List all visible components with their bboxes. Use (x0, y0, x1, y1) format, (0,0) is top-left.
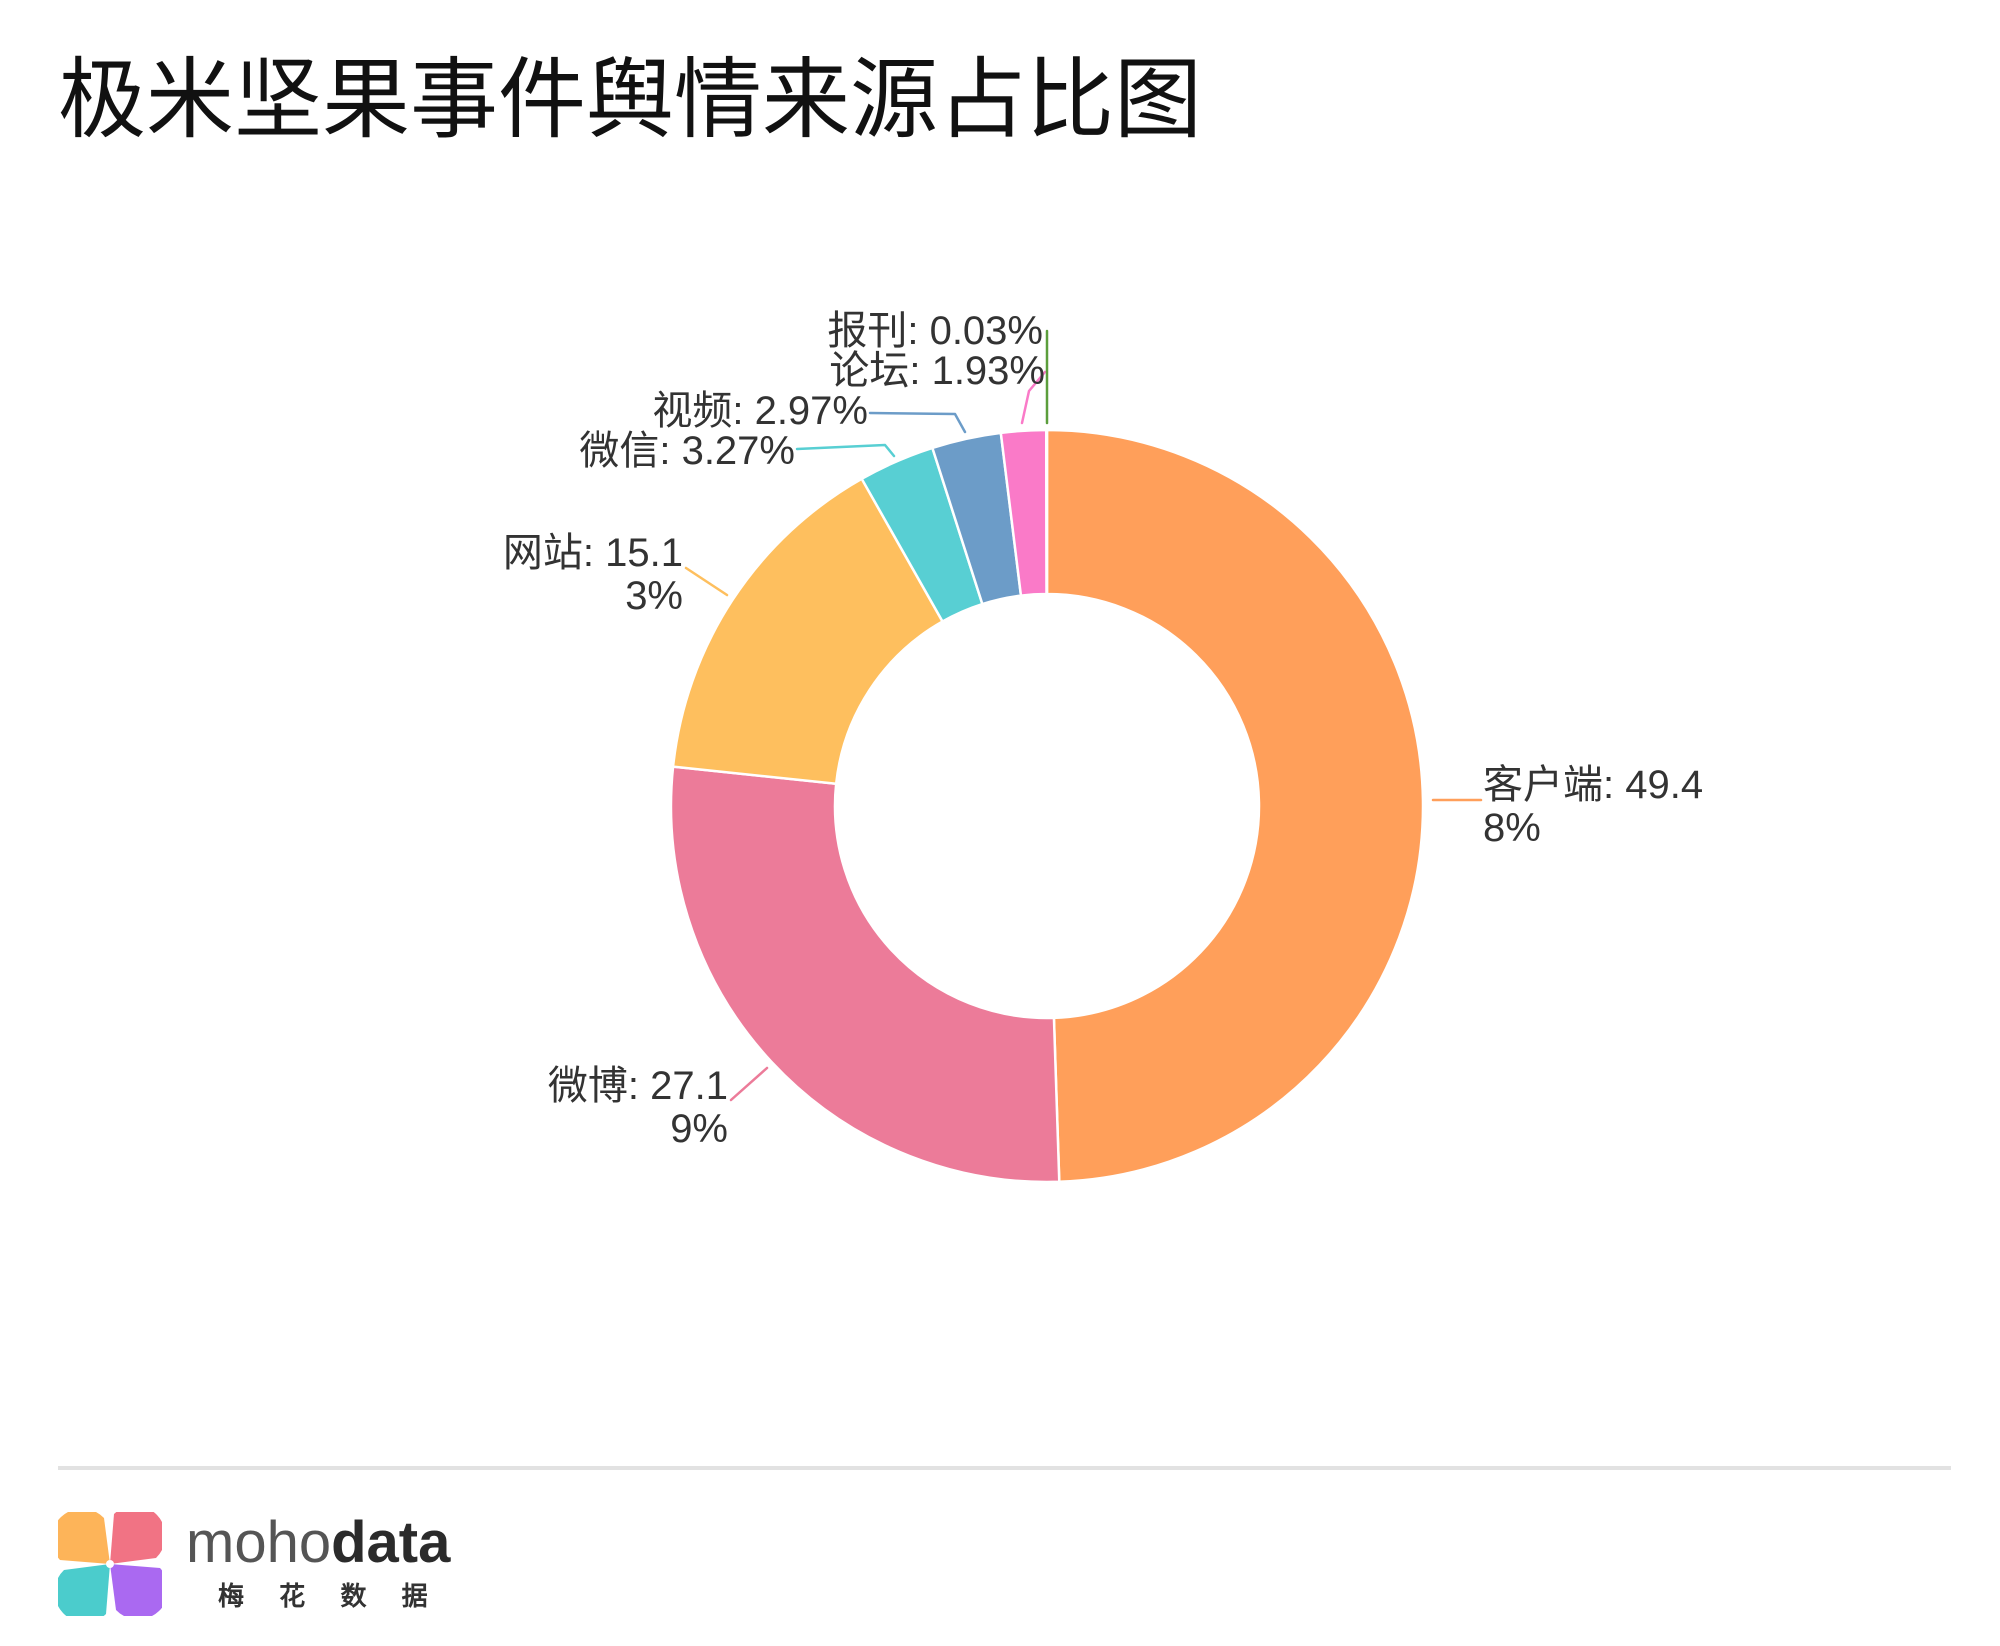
wordmark-bold: data (331, 1510, 451, 1575)
page-title: 极米坚果事件舆情来源占比图 (58, 50, 1203, 149)
pinwheel-petal (58, 1512, 110, 1564)
slice-label: 报刊: 0.03% (827, 309, 1043, 353)
leader-line (729, 1066, 769, 1102)
slice-label: 网站: 15.13% (502, 531, 683, 618)
leader-lines (684, 329, 1483, 1102)
slice-label: 客户端: 49.48% (1483, 763, 1704, 850)
pinwheel-icon (58, 1512, 162, 1616)
leader-line (868, 411, 967, 434)
leader-line (1020, 370, 1047, 425)
pinwheel-petal (58, 1564, 110, 1616)
slice-label: 微博: 27.19% (547, 1064, 728, 1151)
pinwheel-petal (110, 1512, 162, 1564)
brand-subtitle: 梅 花 数 据 (218, 1581, 442, 1611)
brand-wordmark: mohodata (186, 1512, 450, 1574)
pinwheel-petal (110, 1564, 162, 1616)
donut-slice (1045, 428, 1425, 1184)
leader-line (684, 566, 729, 597)
slice-label: 论坛: 1.93% (829, 349, 1045, 393)
footer-divider (58, 1466, 1951, 1470)
donut-slice (671, 477, 944, 786)
wordmark-light: moho (186, 1510, 332, 1575)
donut-slice (1045, 428, 1049, 596)
slice-label: 微信: 3.27% (579, 429, 795, 473)
slice-label: 视频: 2.97% (652, 389, 868, 433)
leader-line (795, 443, 896, 458)
donut-slice (669, 765, 1061, 1184)
donut-slices (669, 428, 1425, 1184)
